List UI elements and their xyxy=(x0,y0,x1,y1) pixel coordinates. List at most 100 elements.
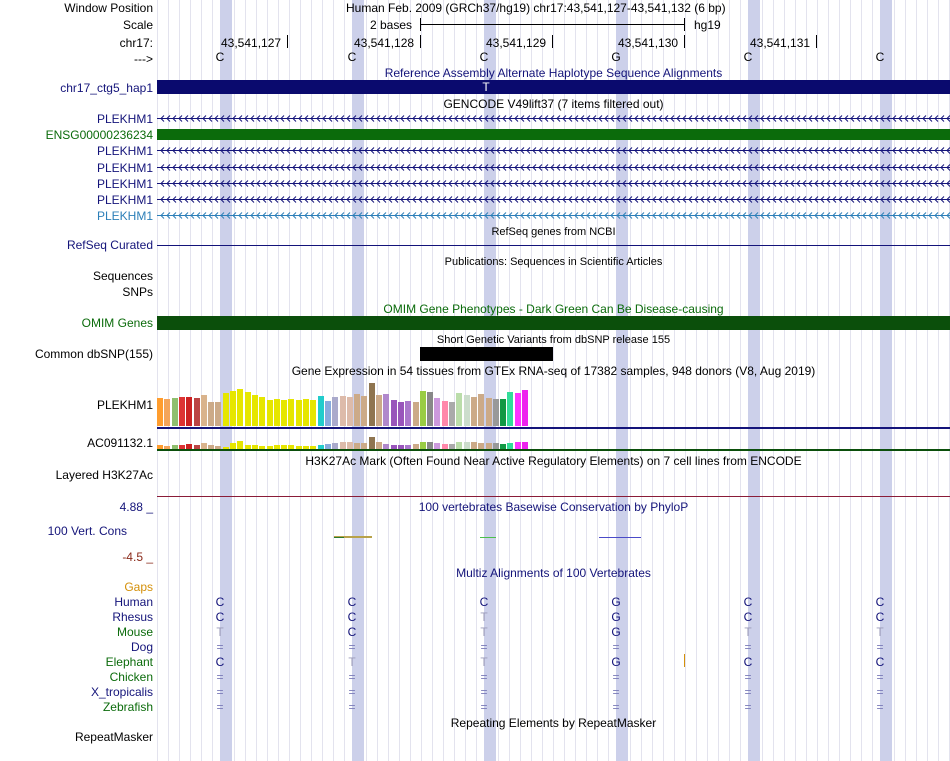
gtex-tissue-bar[interactable] xyxy=(193,445,200,449)
gencode-strand-line[interactable] xyxy=(157,195,950,204)
gencode-item-label[interactable]: ENSG00000236234 xyxy=(45,128,153,143)
gtex-tissue-bar[interactable] xyxy=(397,445,404,449)
gtex-tissue-bar[interactable] xyxy=(215,402,222,426)
gtex-tissue-bar[interactable] xyxy=(522,442,528,449)
gtex-tissue-bar[interactable] xyxy=(361,443,368,449)
gtex-tissue-bar[interactable] xyxy=(317,396,324,426)
gtex-tissue-bar[interactable] xyxy=(295,400,302,426)
gencode-item-label[interactable]: PLEKHM1 xyxy=(96,144,153,159)
gtex-tissue-bar[interactable] xyxy=(273,399,280,426)
gtex-tissue-bar[interactable] xyxy=(303,399,309,426)
multiz-gaps-label[interactable]: Gaps xyxy=(124,580,153,594)
gtex-tissue-bar[interactable] xyxy=(303,446,309,449)
publications-snps-label[interactable]: SNPs xyxy=(122,285,153,299)
gtex-tissue-bar[interactable] xyxy=(463,395,470,426)
gtex-tissue-bar[interactable] xyxy=(500,444,507,449)
gtex-tissue-bar[interactable] xyxy=(419,442,426,449)
gencode-strand-line[interactable] xyxy=(157,179,950,188)
gtex-tissue-bar[interactable] xyxy=(346,442,353,449)
gtex-tissue-bar[interactable] xyxy=(324,401,331,426)
gtex-gene-2-label[interactable]: AC091132.1 xyxy=(87,436,153,450)
gencode-item-label[interactable]: PLEKHM1 xyxy=(96,176,153,191)
gtex-tissue-bar[interactable] xyxy=(427,442,434,449)
gtex-tissue-bar[interactable] xyxy=(186,397,193,426)
gtex-tissue-bar[interactable] xyxy=(171,398,178,426)
gtex-tissue-bar[interactable] xyxy=(390,445,397,449)
gtex-tissue-bar[interactable] xyxy=(324,444,331,449)
dbsnp-variant-block[interactable] xyxy=(420,347,553,361)
gencode-strand-line[interactable] xyxy=(157,146,950,155)
gtex-tissue-bar[interactable] xyxy=(507,443,514,449)
gtex-tissue-bar[interactable] xyxy=(259,397,266,426)
gtex-tissue-bar[interactable] xyxy=(200,395,207,426)
gtex-tissue-bar[interactable] xyxy=(266,400,273,426)
gtex-tissue-bar[interactable] xyxy=(317,445,324,449)
dbsnp-label[interactable]: Common dbSNP(155) xyxy=(34,347,153,361)
gencode-item-label[interactable]: PLEKHM1 xyxy=(96,209,153,224)
gtex-tissue-bar[interactable] xyxy=(405,401,412,426)
phylop-label[interactable]: 100 Vert. Cons xyxy=(47,524,127,538)
gtex-tissue-bar[interactable] xyxy=(200,443,207,449)
gtex-tissue-bar[interactable] xyxy=(310,400,317,426)
gtex-tissue-bar[interactable] xyxy=(281,400,288,426)
gtex-tissue-bar[interactable] xyxy=(412,402,419,426)
gtex-tissue-bar[interactable] xyxy=(164,446,171,449)
gencode-strand-line[interactable] xyxy=(157,163,950,172)
multiz-species-label[interactable]: Rhesus xyxy=(112,610,153,624)
gtex-tissue-bar[interactable] xyxy=(427,392,434,426)
multiz-species-label[interactable]: Mouse xyxy=(116,625,153,639)
multiz-species-label[interactable]: Elephant xyxy=(105,655,153,669)
gtex-tissue-bar[interactable] xyxy=(449,402,455,426)
gencode-item-label[interactable]: PLEKHM1 xyxy=(96,160,153,175)
gtex-tissue-bar[interactable] xyxy=(492,443,499,449)
gtex-tissue-bar[interactable] xyxy=(295,446,302,449)
gtex-tissue-bar[interactable] xyxy=(186,444,193,449)
gtex-tissue-bar[interactable] xyxy=(193,398,200,426)
gtex-tissue-bar[interactable] xyxy=(339,396,346,426)
gtex-tissue-bar[interactable] xyxy=(259,446,266,449)
gtex-tissue-bar[interactable] xyxy=(157,398,163,426)
refseq-label[interactable]: RefSeq Curated xyxy=(66,238,153,252)
gtex-tissue-bar[interactable] xyxy=(208,445,215,449)
gtex-tissue-bar[interactable] xyxy=(376,442,382,449)
gtex-tissue-bar[interactable] xyxy=(383,444,390,449)
gtex-tissue-bar[interactable] xyxy=(514,393,521,426)
publications-sequences-label[interactable]: Sequences xyxy=(92,269,153,283)
gtex-tissue-bar[interactable] xyxy=(171,445,178,449)
gtex-tissue-bar[interactable] xyxy=(288,445,295,449)
gtex-tissue-bar[interactable] xyxy=(339,442,346,449)
gtex-tissue-bar[interactable] xyxy=(354,443,361,449)
gtex-tissue-bar[interactable] xyxy=(434,398,441,426)
gtex-tissue-bar[interactable] xyxy=(463,442,470,449)
gtex-tissue-bar[interactable] xyxy=(251,445,258,449)
gtex-tissue-bar[interactable] xyxy=(397,402,404,426)
gtex-tissue-bar[interactable] xyxy=(215,446,222,449)
gtex-tissue-bar[interactable] xyxy=(178,397,185,426)
gtex-tissue-bar[interactable] xyxy=(310,446,317,449)
gtex-tissue-bar[interactable] xyxy=(266,446,273,449)
gtex-tissue-bar[interactable] xyxy=(273,445,280,449)
gtex-tissue-bar[interactable] xyxy=(222,393,229,426)
gtex-tissue-bar[interactable] xyxy=(492,399,499,426)
gtex-tissue-bar[interactable] xyxy=(485,443,492,449)
gtex-tissue-bar[interactable] xyxy=(500,399,507,426)
gtex-tissue-bar[interactable] xyxy=(244,392,251,426)
gencode-item-label[interactable]: PLEKHM1 xyxy=(96,112,153,126)
gtex-tissue-bar[interactable] xyxy=(230,443,236,449)
gtex-tissue-bar[interactable] xyxy=(441,444,448,449)
gtex-tissue-bar[interactable] xyxy=(419,391,426,426)
gtex-gene-1-label[interactable]: PLEKHM1 xyxy=(96,398,153,412)
gtex-bars-gene-2[interactable] xyxy=(157,437,537,449)
gtex-tissue-bar[interactable] xyxy=(178,445,185,449)
gtex-tissue-bar[interactable] xyxy=(230,391,236,426)
gtex-tissue-bar[interactable] xyxy=(376,395,382,426)
gtex-tissue-bar[interactable] xyxy=(361,396,368,426)
gtex-bars-gene-1[interactable] xyxy=(157,379,537,426)
gtex-tissue-bar[interactable] xyxy=(237,441,244,449)
gtex-tissue-bar[interactable] xyxy=(346,397,353,426)
gtex-tissue-bar[interactable] xyxy=(507,392,514,426)
gtex-tissue-bar[interactable] xyxy=(383,394,390,426)
multiz-species-label[interactable]: Chicken xyxy=(109,670,153,684)
gtex-tissue-bar[interactable] xyxy=(332,443,339,449)
